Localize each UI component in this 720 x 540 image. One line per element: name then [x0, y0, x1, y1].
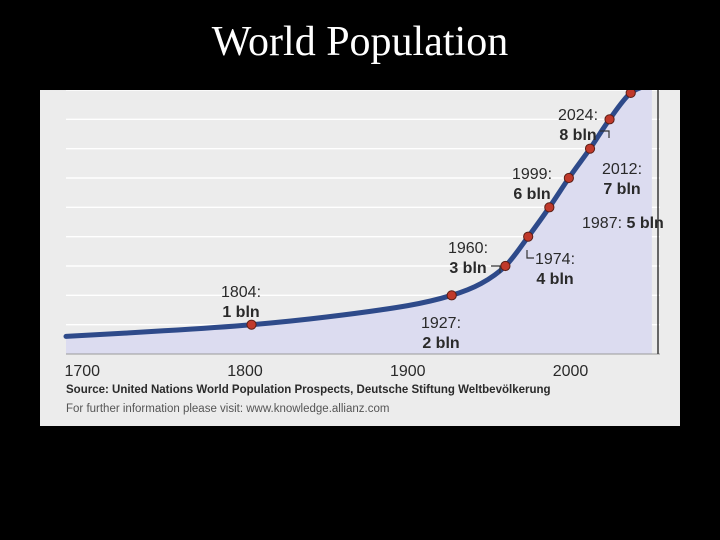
data-point-marker — [246, 319, 257, 330]
annotation-year: 1960: — [448, 240, 488, 257]
x-tick-label: 2000 — [553, 363, 589, 380]
data-point-marker — [544, 202, 555, 213]
annotation-label: 1987: 5 bln — [582, 215, 664, 232]
data-point-marker — [584, 143, 596, 154]
data-point-marker — [523, 231, 534, 242]
annotation-year: 1974: — [535, 251, 575, 268]
annotation-year: 1999: — [512, 166, 552, 183]
annotation-value: 8 bln — [559, 127, 596, 144]
annotation-value: 1 bln — [222, 304, 259, 321]
data-point-marker — [604, 114, 615, 125]
slide-title: World Population — [211, 19, 509, 65]
annotation-value: 4 bln — [536, 271, 573, 288]
population-area — [66, 90, 652, 354]
annotation-year: 1804: — [221, 284, 261, 301]
data-point-marker — [563, 172, 574, 184]
annotation-year: 2012: — [602, 161, 642, 178]
x-tick-label: 1700 — [64, 363, 100, 380]
annotation-year: 1987: — [582, 215, 626, 232]
annotation-year: 1927: — [421, 315, 461, 332]
annotation-leader — [491, 265, 501, 273]
data-point-marker — [500, 260, 511, 272]
annotation-leader — [600, 130, 610, 138]
population-chart: 1700 1800 1900 2000 1804: 1 bln 1927: 2 bln 1960… — [40, 90, 680, 426]
annotation-value: 3 bln — [449, 260, 486, 277]
source-note: Source: United Nations World Population … — [66, 384, 551, 396]
annotation-leader — [526, 250, 534, 259]
x-tick-label: 1900 — [390, 363, 426, 380]
data-point-marker — [625, 90, 636, 99]
annotation-value: 7 bln — [603, 181, 640, 198]
x-tick-label: 1800 — [227, 363, 263, 380]
data-point-marker — [446, 290, 457, 301]
annotation-value: 6 bln — [513, 186, 550, 203]
chart-svg: 1700 1800 1900 2000 1804: 1 bln 1927: 2 bln 1960… — [63, 90, 664, 380]
info-note: For further information please visit: ww… — [66, 403, 390, 415]
annotation-value: 5 bln — [626, 215, 663, 232]
annotation-value: 2 bln — [422, 335, 459, 352]
annotation-year: 2024: — [558, 107, 598, 124]
